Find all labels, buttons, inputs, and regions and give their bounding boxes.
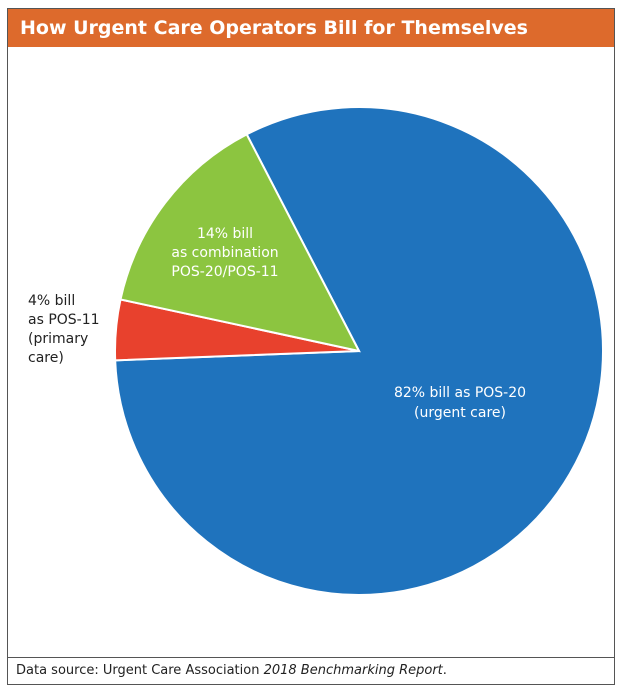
data-label: 82% bill as POS-20 xyxy=(394,385,526,401)
data-label: 14% bill xyxy=(197,226,253,242)
data-label: as combination xyxy=(171,245,278,261)
data-label: care) xyxy=(28,350,64,366)
footer: Data source: Urgent Care Association 201… xyxy=(8,657,614,684)
chart-title: How Urgent Care Operators Bill for Thems… xyxy=(8,9,614,47)
data-label: as POS-11 xyxy=(28,312,100,328)
source-text: Data source: Urgent Care Association xyxy=(16,663,264,678)
source-report: 2018 Benchmarking Report xyxy=(263,663,443,678)
data-label: 4% bill xyxy=(28,293,75,309)
pie-slice xyxy=(119,133,361,353)
frame: How Urgent Care Operators Bill for Thems… xyxy=(7,8,615,685)
source-suffix: . xyxy=(442,663,447,678)
data-label: (urgent care) xyxy=(414,405,506,421)
data-label: POS-20/POS-11 xyxy=(171,264,278,280)
data-label: (primary xyxy=(28,331,88,347)
